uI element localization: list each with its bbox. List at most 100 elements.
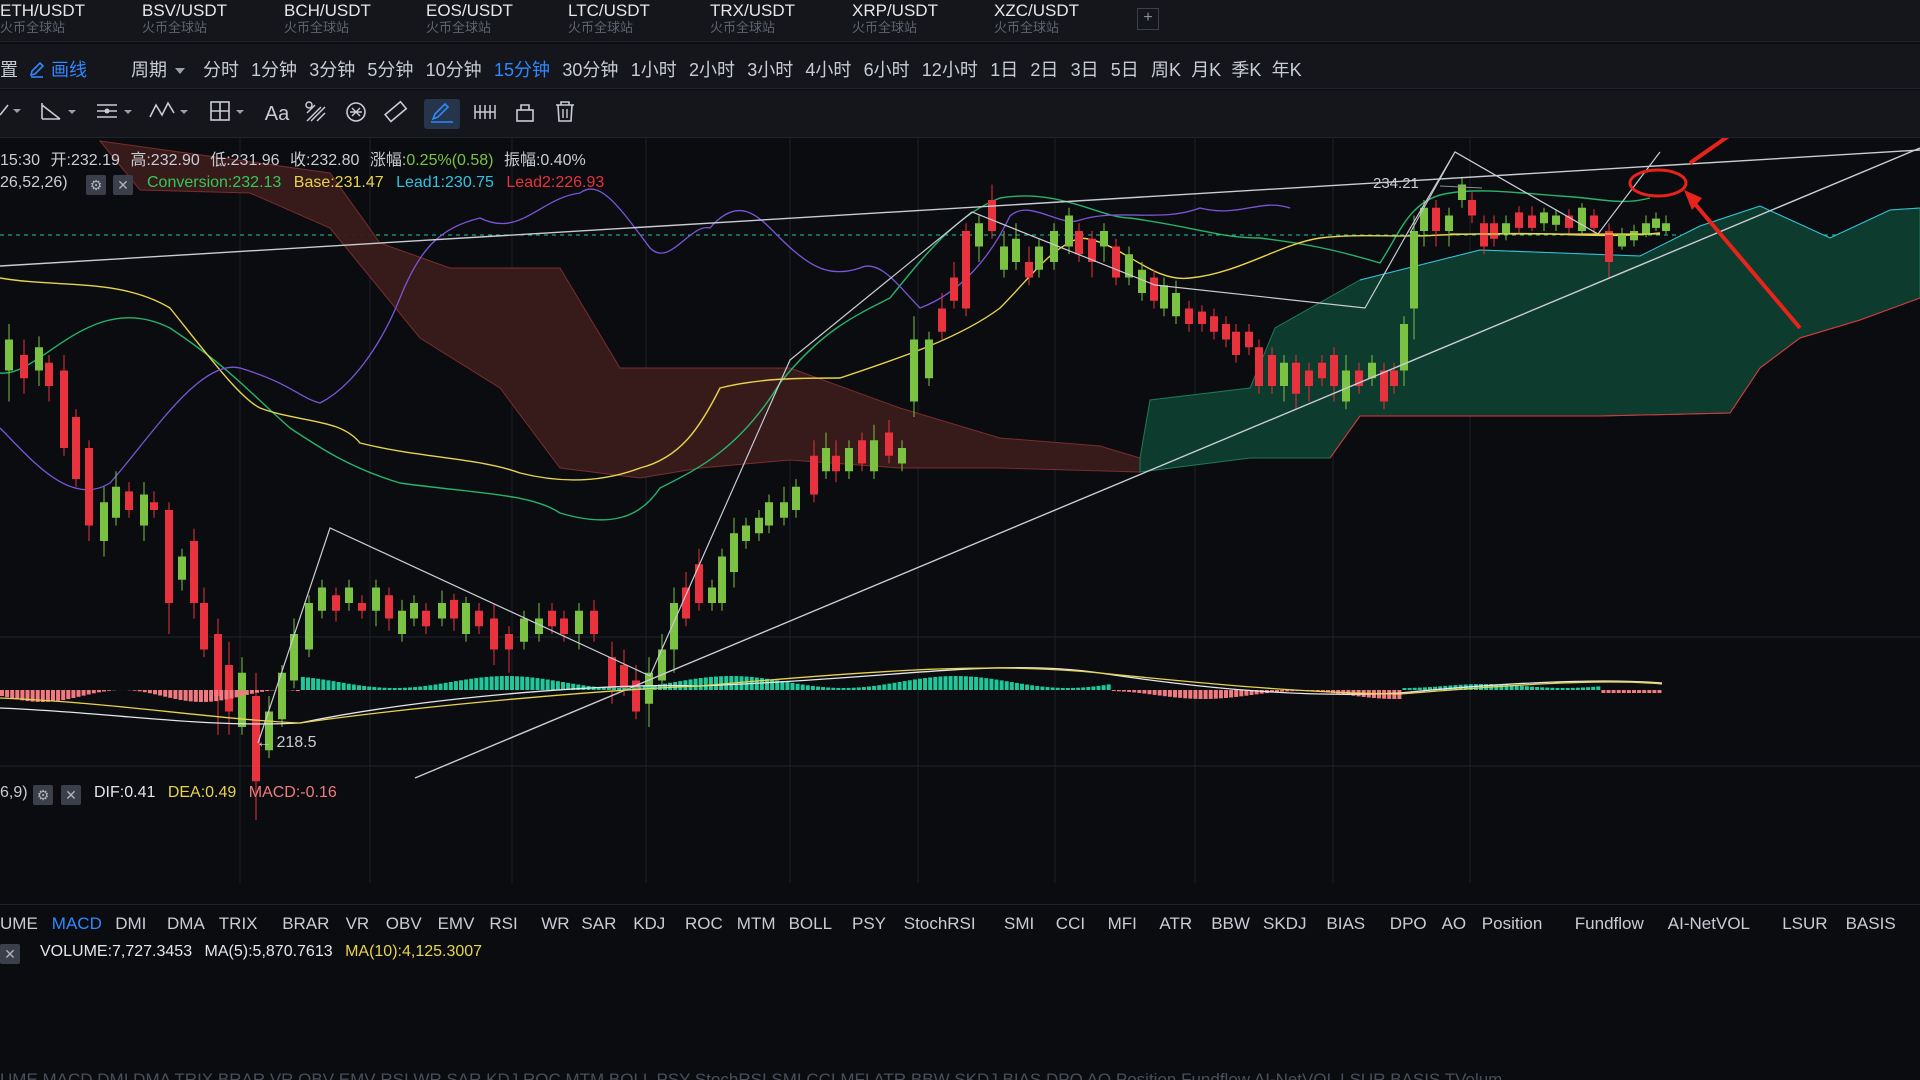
grid-tool-icon[interactable]: [208, 99, 250, 129]
period-option[interactable]: 年K: [1271, 60, 1302, 80]
period-option[interactable]: 1分钟: [251, 60, 298, 80]
annotation-arrow-down: [1688, 196, 1802, 330]
indicator-option[interactable]: DPO: [1389, 914, 1427, 933]
indicator-option[interactable]: ATR: [1159, 914, 1193, 933]
indicator-option[interactable]: DMA: [167, 914, 205, 933]
candlestick-chart[interactable]: [0, 138, 1920, 904]
indicator-option[interactable]: UME: [0, 914, 38, 933]
macd-bar: [1285, 690, 1290, 692]
indicator-option[interactable]: OBV: [385, 914, 422, 933]
period-option[interactable]: 3日: [1070, 60, 1099, 80]
macd-bar: [377, 687, 382, 690]
indicator-option[interactable]: KDJ: [633, 914, 666, 933]
angle-tool-icon[interactable]: [38, 99, 82, 129]
indicator-option[interactable]: VR: [345, 914, 370, 933]
add-tab-button[interactable]: +: [1137, 8, 1159, 30]
indicator-option[interactable]: SKDJ: [1263, 914, 1307, 933]
period-option[interactable]: 1日: [990, 60, 1019, 80]
period-option[interactable]: 6小时: [863, 60, 910, 80]
candle-body: [632, 680, 640, 712]
period-option[interactable]: 3分钟: [309, 60, 356, 80]
macd-close-icon[interactable]: ✕: [61, 785, 81, 805]
period-option[interactable]: 季K: [1231, 60, 1262, 80]
symbol-tab[interactable]: TRX/USDT 火币全球站: [710, 2, 795, 40]
indicator-option[interactable]: RSI: [489, 914, 518, 933]
ghost-indicator-text: UME MACD DMI DMA TRIX BRAR VR OBV EMV RS…: [0, 1070, 1503, 1080]
volume-close-icon[interactable]: ✕: [0, 944, 20, 964]
macd-bar: [1020, 683, 1024, 690]
magnet-icon[interactable]: [342, 99, 370, 129]
period-option[interactable]: 10分钟: [425, 60, 482, 80]
macd-bar: [336, 682, 341, 690]
indicator-option[interactable]: Fundflow: [1574, 914, 1644, 933]
indicator-option[interactable]: TRIX: [218, 914, 258, 933]
trash-icon[interactable]: [552, 99, 578, 129]
indicator-option[interactable]: BOLL: [788, 914, 833, 933]
symbol-tab[interactable]: BSV/USDT 火币全球站: [142, 2, 227, 40]
measure-icon[interactable]: [470, 99, 500, 129]
indicator-option[interactable]: ROC: [685, 914, 723, 933]
period-option[interactable]: 30分钟: [562, 60, 619, 80]
macd-bar: [688, 679, 693, 690]
base-line: [0, 232, 1661, 481]
indicator-option[interactable]: MACD: [51, 914, 102, 933]
symbol-tab[interactable]: LTC/USDT 火币全球站: [568, 2, 650, 40]
indicator-option[interactable]: MTM: [736, 914, 776, 933]
period-dropdown[interactable]: 周期: [131, 56, 185, 82]
symbol-tab[interactable]: EOS/USDT 火币全球站: [426, 2, 513, 40]
period-option[interactable]: 月K: [1191, 60, 1222, 80]
brush-tool-icon[interactable]: [303, 99, 329, 129]
period-option[interactable]: 2小时: [689, 60, 736, 80]
indicator-option[interactable]: BBW: [1211, 914, 1250, 933]
symbol-tab[interactable]: XRP/USDT 火币全球站: [852, 2, 938, 40]
wave-tool-icon[interactable]: [148, 99, 194, 129]
period-option[interactable]: 周K: [1151, 60, 1182, 80]
symbol-tab[interactable]: ETH/USDT 火币全球站: [0, 2, 85, 40]
macd-bar: [234, 690, 239, 698]
macd-bar: [102, 690, 106, 692]
indicator-option[interactable]: BRAR: [282, 914, 330, 933]
parallel-lines-icon[interactable]: [95, 99, 137, 129]
period-option[interactable]: 4小时: [805, 60, 852, 80]
draw-line-button[interactable]: 画线: [28, 56, 87, 82]
lock-icon[interactable]: [512, 99, 538, 129]
ichimoku-close-icon[interactable]: ✕: [113, 175, 133, 195]
indicator-option[interactable]: AO: [1441, 914, 1467, 933]
macd-bar: [397, 687, 402, 690]
ichimoku-settings-gear-icon[interactable]: ⚙: [86, 175, 106, 195]
indicator-option[interactable]: CCI: [1055, 914, 1086, 933]
period-option[interactable]: 2日: [1030, 60, 1059, 80]
period-option[interactable]: 分时: [203, 60, 239, 80]
line-tool-icon[interactable]: [0, 99, 24, 129]
period-option[interactable]: 12小时: [921, 60, 978, 80]
period-option[interactable]: 15分钟: [494, 60, 551, 80]
indicator-option[interactable]: PSY: [852, 914, 887, 933]
symbol-tab[interactable]: BCH/USDT 火币全球站: [284, 2, 371, 40]
indicator-option[interactable]: AI-NetVOL: [1667, 914, 1750, 933]
macd-bar: [489, 676, 494, 690]
symbol-tab-pair: XZC/USDT: [994, 1, 1079, 20]
settings-button[interactable]: 置: [0, 60, 18, 80]
period-option[interactable]: 5日: [1110, 60, 1139, 80]
indicator-option[interactable]: SAR: [581, 914, 617, 933]
indicator-option[interactable]: Position: [1481, 914, 1543, 933]
period-option[interactable]: 3小时: [747, 60, 794, 80]
indicator-option[interactable]: MFI: [1107, 914, 1137, 933]
low-marker-label: ← 218.5: [256, 734, 317, 751]
symbol-tab[interactable]: XZC/USDT 火币全球站: [994, 2, 1079, 40]
indicator-option[interactable]: LSUR: [1782, 914, 1828, 933]
draw-mode-icon[interactable]: [424, 99, 460, 129]
indicator-option[interactable]: WR: [541, 914, 570, 933]
period-option[interactable]: 5分钟: [367, 60, 414, 80]
indicator-option[interactable]: BIAS: [1326, 914, 1366, 933]
indicator-option[interactable]: StochRSI: [903, 914, 976, 933]
indicator-option[interactable]: BASIS: [1845, 914, 1896, 933]
indicator-option[interactable]: EMV: [437, 914, 475, 933]
indicator-option[interactable]: DMI: [115, 914, 147, 933]
macd-settings-gear-icon[interactable]: ⚙: [33, 785, 53, 805]
macd-bar: [1555, 687, 1560, 690]
indicator-option[interactable]: SMI: [1004, 914, 1035, 933]
ruler-icon[interactable]: [382, 99, 410, 129]
period-option[interactable]: 1小时: [630, 60, 677, 80]
text-tool[interactable]: Aa: [264, 103, 290, 125]
